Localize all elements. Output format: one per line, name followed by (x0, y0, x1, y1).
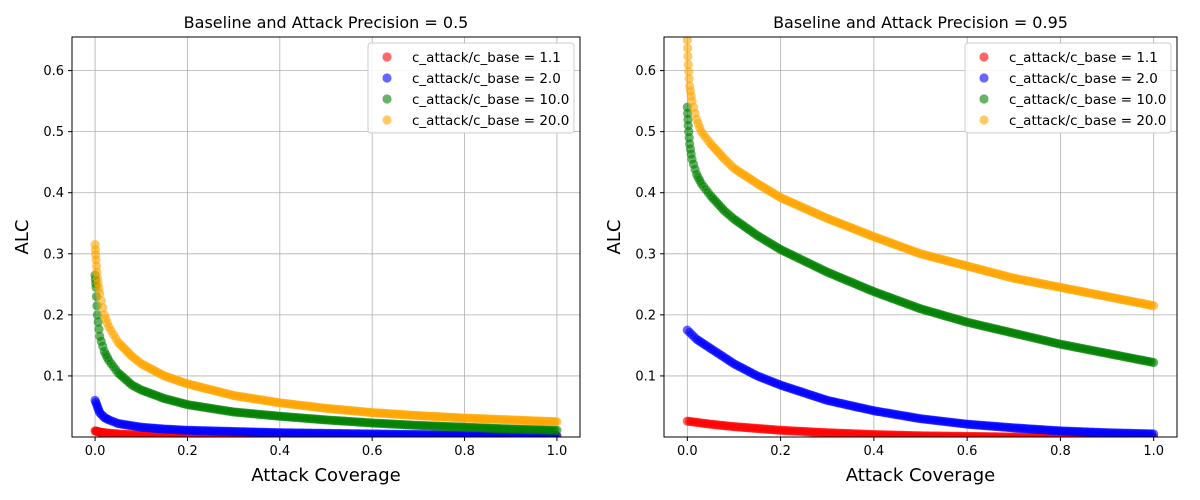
legend-entry: c_attack/c_base = 10.0 (1009, 92, 1166, 108)
legend-marker (979, 115, 989, 125)
data-point (684, 74, 694, 84)
y-tick-label: 0.6 (43, 64, 64, 79)
legend: c_attack/c_base = 1.1 c_attack/c_base = 2… (367, 42, 575, 134)
chart-title: Baseline and Attack Precision = 0.95 (773, 13, 1068, 32)
legend-marker (979, 73, 989, 83)
data-point (1149, 429, 1159, 437)
legend-box (367, 42, 575, 134)
legend-entry: c_attack/c_base = 2.0 (412, 71, 561, 87)
y-tick-label: 0.2 (43, 308, 64, 323)
data-point (92, 310, 102, 320)
legend-marker (382, 73, 392, 83)
legend-marker (382, 94, 392, 104)
y-tick-label: 0.2 (635, 308, 656, 323)
data-point (1149, 301, 1159, 311)
chart-panel-1: 0.0 0.2 0.4 0.6 0.8 1.0 0.1 0.2 0.3 0.4 0.5 0.6 Base… (12, 13, 581, 486)
legend-box (964, 42, 1172, 134)
scatter-points (682, 37, 1159, 437)
data-point (94, 324, 104, 334)
y-tick-label: 0.6 (635, 64, 656, 79)
data-point (96, 296, 106, 306)
legend-entry: c_attack/c_base = 1.1 (412, 50, 561, 66)
x-axis-label: Attack Coverage (846, 465, 995, 486)
data-point (552, 425, 562, 435)
legend-marker (382, 115, 392, 125)
data-point (1149, 357, 1159, 368)
x-tick-label: 1.0 (547, 444, 568, 459)
data-point (98, 303, 108, 313)
x-tick-label: 0.8 (454, 444, 475, 459)
y-tick-label: 0.1 (43, 369, 64, 384)
x-tick-label: 0.4 (269, 444, 290, 459)
x-tick-label: 0.2 (770, 444, 791, 459)
series-4 (682, 37, 1159, 311)
y-axis-label: ALC (604, 220, 625, 255)
y-tick-label: 0.5 (635, 125, 656, 140)
legend-entry: c_attack/c_base = 1.1 (1009, 50, 1158, 66)
chart-title: Baseline and Attack Precision = 0.5 (184, 13, 469, 32)
legend-entry: c_attack/c_base = 10.0 (412, 92, 569, 108)
series-2 (90, 395, 562, 437)
x-tick-label: 0.2 (177, 444, 198, 459)
data-point (682, 37, 692, 45)
series-3 (682, 102, 1159, 368)
data-point (95, 288, 105, 299)
x-tick-label: 0.4 (864, 444, 885, 459)
plot-frame (663, 36, 1178, 438)
x-tick-label: 0.6 (957, 444, 978, 459)
data-point (684, 67, 694, 77)
y-tick-label: 0.1 (635, 369, 656, 384)
series-3 (90, 270, 562, 435)
y-tick-label: 0.5 (43, 125, 64, 140)
legend-marker (979, 52, 989, 62)
data-point (93, 317, 103, 327)
chart-panel-2: 0.0 0.2 0.4 0.6 0.8 1.0 0.1 0.2 0.3 0.4 0.5 0.6 Base… (604, 13, 1178, 486)
y-tick-label: 0.4 (43, 186, 64, 201)
legend-entry: c_attack/c_base = 2.0 (1009, 71, 1158, 87)
x-tick-label: 0.0 (677, 444, 698, 459)
data-point (683, 51, 693, 61)
legend-marker (382, 52, 392, 62)
x-tick-label: 0.0 (85, 444, 106, 459)
x-tick-label: 0.6 (362, 444, 383, 459)
y-tick-label: 0.3 (635, 247, 656, 262)
y-tick-label: 0.3 (43, 247, 64, 262)
y-tick-label: 0.4 (635, 186, 656, 201)
legend-marker (979, 94, 989, 104)
data-point (683, 59, 693, 70)
legend-entry: c_attack/c_base = 20.0 (1009, 113, 1166, 129)
series-1 (682, 416, 1159, 437)
x-tick-label: 0.8 (1050, 444, 1071, 459)
legend-entry: c_attack/c_base = 20.0 (412, 113, 569, 129)
legend: c_attack/c_base = 1.1 c_attack/c_base = 2… (964, 42, 1172, 134)
y-axis-label: ALC (12, 220, 33, 255)
x-tick-label: 1.0 (1143, 444, 1164, 459)
x-axis-label: Attack Coverage (251, 465, 400, 486)
data-point (552, 417, 562, 427)
plot-frame (71, 36, 581, 438)
data-point (683, 43, 693, 53)
series-4 (90, 240, 562, 427)
scatter-points (90, 240, 562, 437)
series-2 (682, 325, 1159, 437)
